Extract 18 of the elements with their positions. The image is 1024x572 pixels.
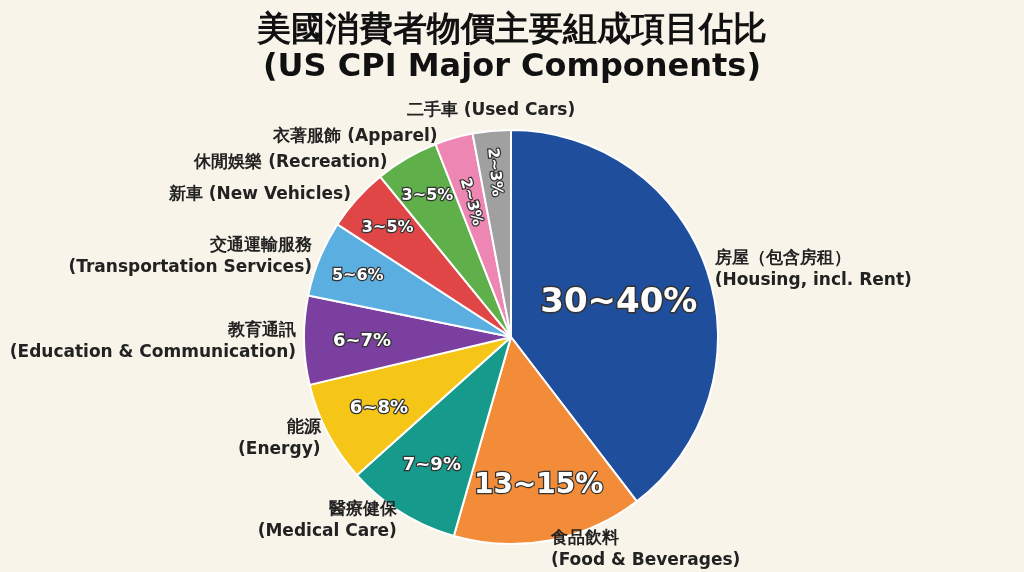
data-label: 7~9% — [402, 452, 461, 474]
slice-label: 醫療健保 (Medical Care) — [257, 498, 398, 541]
slice-label: 二手車 (Used Cars) — [406, 98, 576, 119]
slice-label: 房屋（包含房租） (Housing, incl. Rent) — [713, 247, 912, 290]
slice-label: 衣著服飾 (Apparel) — [272, 124, 438, 145]
slice-label: 能源 (Energy) — [238, 415, 322, 458]
data-label: 6~7% — [332, 328, 392, 350]
data-label: 3~5% — [401, 184, 454, 204]
slice-label: 教育通訊 (Education & Communication) — [9, 319, 297, 362]
slice-label: 新車 (New Vehicles) — [167, 183, 351, 204]
data-label: 30~40% — [540, 280, 698, 321]
slice-label: 交通運輸服務 (Transportation Services) — [68, 234, 313, 277]
data-label: 6~8% — [349, 395, 409, 417]
data-label: 3~5% — [361, 216, 414, 236]
slice-label: 休閒娛樂 (Recreation) — [193, 150, 388, 171]
chart-title: 美國消費者物價主要組成項目佔比 (US CPI Major Components) — [256, 8, 767, 84]
data-label: 13~15% — [473, 466, 604, 500]
data-label: 5~6% — [331, 264, 384, 284]
